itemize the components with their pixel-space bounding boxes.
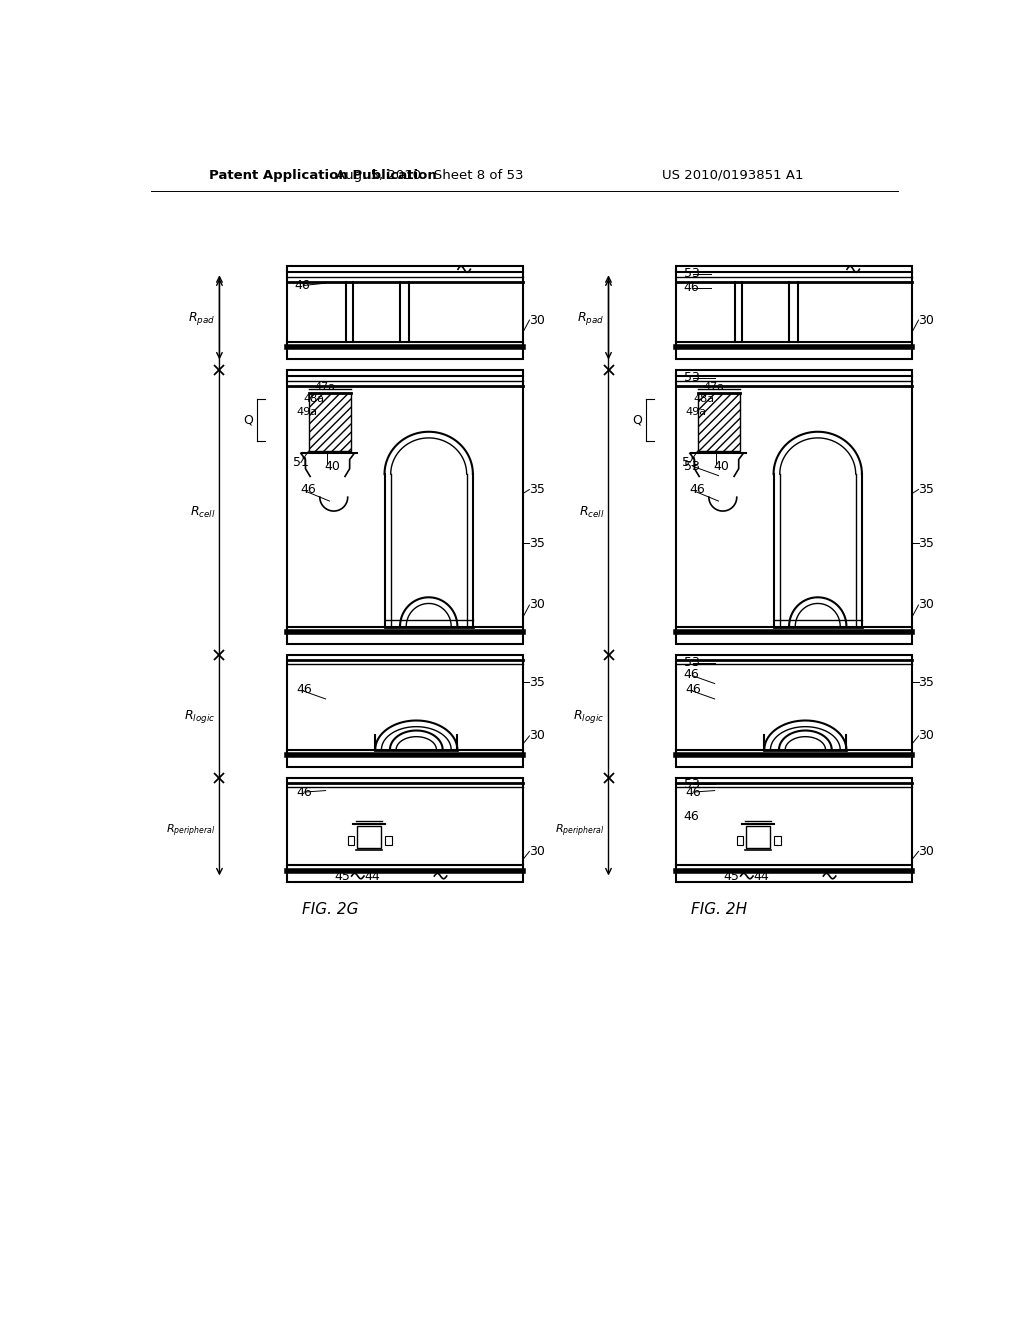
Text: 30: 30 [919, 845, 934, 858]
Bar [676, 779, 912, 882]
Text: 53: 53 [684, 268, 699, 280]
Text: 40: 40 [324, 459, 340, 473]
Text: 48a: 48a [304, 395, 325, 404]
Bar [774, 836, 780, 845]
Text: 46: 46 [684, 281, 699, 294]
Bar [676, 370, 912, 644]
Text: 35: 35 [529, 537, 546, 550]
Text: FIG. 2G: FIG. 2G [302, 902, 358, 916]
Text: US 2010/0193851 A1: US 2010/0193851 A1 [662, 169, 803, 182]
Text: 51: 51 [293, 455, 309, 469]
Text: $R_{cell}$: $R_{cell}$ [189, 506, 216, 520]
Text: 48a: 48a [693, 395, 714, 404]
Text: 53: 53 [684, 371, 699, 384]
Text: 30: 30 [529, 598, 546, 611]
Text: 46: 46 [295, 279, 310, 292]
Text: 49a: 49a [296, 407, 317, 417]
Text: $R_{pad}$: $R_{pad}$ [578, 310, 604, 327]
Text: $R_{peripheral}$: $R_{peripheral}$ [555, 822, 604, 838]
Text: 30: 30 [529, 314, 546, 326]
Text: 47a: 47a [703, 381, 724, 392]
Text: 53: 53 [684, 656, 699, 669]
Text: $R_{cell}$: $R_{cell}$ [579, 506, 604, 520]
Text: 49a: 49a [685, 407, 707, 417]
Text: 45: 45 [723, 870, 739, 883]
Text: 53: 53 [684, 459, 699, 473]
Bar [385, 836, 391, 845]
Text: 30: 30 [919, 598, 934, 611]
Bar [287, 267, 523, 359]
Text: 46: 46 [296, 684, 312, 696]
Text: Aug. 5, 2010   Sheet 8 of 53: Aug. 5, 2010 Sheet 8 of 53 [337, 169, 524, 182]
Text: 35: 35 [919, 483, 934, 496]
Text: 30: 30 [529, 730, 546, 742]
Bar [287, 370, 523, 644]
Text: $R_{pad}$: $R_{pad}$ [188, 310, 216, 327]
Text: $R_{logic}$: $R_{logic}$ [184, 708, 216, 725]
Bar [676, 267, 912, 359]
Text: 35: 35 [529, 676, 546, 689]
Text: 46: 46 [685, 785, 701, 799]
Text: 35: 35 [919, 537, 934, 550]
Bar [348, 836, 354, 845]
Text: $R_{logic}$: $R_{logic}$ [573, 708, 604, 725]
Bar [357, 826, 381, 847]
Text: 46: 46 [684, 810, 699, 824]
Text: 51: 51 [682, 455, 698, 469]
Text: 44: 44 [754, 870, 769, 883]
Bar [308, 393, 351, 451]
Text: 30: 30 [919, 314, 934, 326]
Text: 46: 46 [690, 483, 706, 496]
Bar [287, 655, 523, 767]
Text: 46: 46 [685, 684, 701, 696]
Text: 45: 45 [334, 870, 350, 883]
Bar [287, 779, 523, 882]
Text: 46: 46 [684, 668, 699, 681]
Text: 35: 35 [529, 483, 546, 496]
Bar [697, 393, 740, 451]
Text: 30: 30 [529, 845, 546, 858]
Text: 53: 53 [684, 777, 699, 791]
Text: 47a: 47a [314, 381, 335, 392]
Text: $R_{peripheral}$: $R_{peripheral}$ [166, 822, 216, 838]
Text: 30: 30 [919, 730, 934, 742]
Bar [746, 826, 770, 847]
Text: 46: 46 [296, 785, 312, 799]
Bar [737, 836, 743, 845]
Text: 35: 35 [919, 676, 934, 689]
Text: Patent Application Publication: Patent Application Publication [209, 169, 437, 182]
Text: 40: 40 [713, 459, 729, 473]
Text: Q: Q [632, 413, 642, 426]
Text: 46: 46 [301, 483, 316, 496]
Text: 44: 44 [365, 870, 380, 883]
Text: FIG. 2H: FIG. 2H [691, 902, 748, 916]
Bar [676, 655, 912, 767]
Text: Q: Q [243, 413, 253, 426]
